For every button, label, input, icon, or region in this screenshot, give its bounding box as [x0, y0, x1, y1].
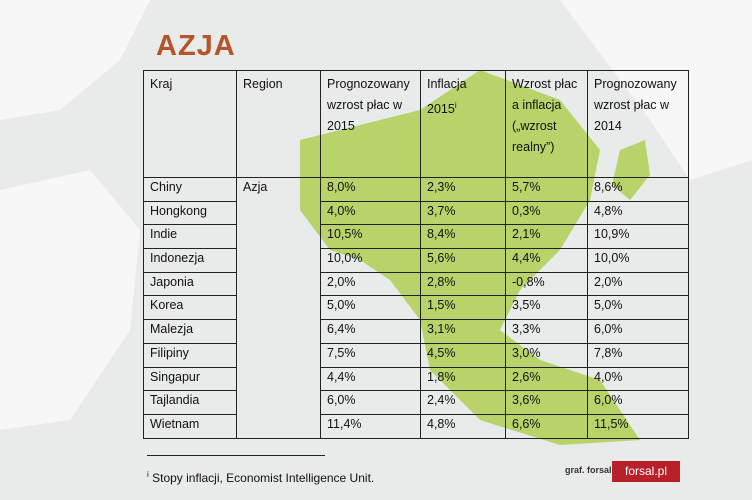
footnote-rule [147, 455, 325, 456]
region-cell: Azja [236, 177, 321, 439]
value-cell: 2,1% [505, 224, 588, 250]
country-cell: Indonezja [143, 248, 237, 273]
table-row: Chiny Azja 8,0% 2,3% 5,7% 8,6% [143, 177, 689, 439]
value-cell: 6,0% [587, 319, 689, 344]
table-row: Indie 10,5% 8,4% 2,1% 10,9% [143, 224, 689, 250]
country-cell: Japonia [143, 271, 237, 297]
credit: graf. forsal.pl [565, 465, 623, 475]
country-cell: Indie [143, 224, 237, 250]
table-row: Indonezja 10,0% 5,6% 4,4% 10,0% [143, 248, 689, 273]
land-shape [0, 0, 150, 120]
land-shape [0, 170, 140, 430]
value-cell: 10,0% [587, 248, 689, 273]
header-text: Kraj [150, 77, 173, 91]
header-cell: Inflacja 2015i [420, 70, 506, 178]
header-text: Prognozowany wzrost płac w 2014 [594, 77, 677, 133]
value-cell: 8,4% [420, 224, 506, 250]
value-cell: 5,0% [587, 295, 689, 321]
value-cell: 6,4% [320, 319, 421, 344]
value-cell: 3,7% [420, 200, 506, 226]
country-cell: Chiny [143, 177, 237, 202]
country-cell: Korea [143, 295, 237, 321]
country-cell: Tajlandia [143, 390, 237, 415]
value-cell: 6,6% [505, 413, 588, 439]
value-cell: 3,0% [505, 342, 588, 368]
table-row: Filipiny 7,5% 4,5% 3,0% 7,8% [143, 342, 689, 368]
value-cell: 10,0% [320, 248, 421, 273]
value-cell: 4,4% [505, 248, 588, 273]
value-cell: 8,0% [320, 177, 421, 202]
header-cell: Region [236, 70, 321, 178]
value-cell: 7,5% [320, 342, 421, 368]
value-cell: 4,0% [587, 366, 689, 392]
header-row: Kraj Region Prognozowany wzrost płac w 201… [143, 70, 689, 178]
header-cell: Prognozowany wzrost płac w 2014 [587, 70, 689, 178]
country-cell: Singapur [143, 366, 237, 392]
country-cell: Hongkong [143, 200, 237, 226]
value-cell: 2,8% [420, 271, 506, 297]
table-row: Wietnam 11,4% 4,8% 6,6% 11,5% [143, 413, 689, 439]
value-cell: 3,1% [420, 319, 506, 344]
value-cell: 4,0% [320, 200, 421, 226]
table-row: Japonia 2,0% 2,8% -0,8% 2,0% [143, 271, 689, 297]
footnote: i Stopy inflacji, Economist Intelligence… [147, 470, 374, 485]
value-cell: 8,6% [587, 177, 689, 202]
table-row: Hongkong 4,0% 3,7% 0,3% 4,8% [143, 200, 689, 226]
value-cell: 7,8% [587, 342, 689, 368]
value-cell: 3,3% [505, 319, 588, 344]
value-cell: 10,5% [320, 224, 421, 250]
header-cell: Kraj [143, 70, 237, 178]
table-row: Malezja 6,4% 3,1% 3,3% 6,0% [143, 319, 689, 344]
value-cell: 4,8% [420, 413, 506, 439]
table-row: Tajlandia 6,0% 2,4% 3,6% 6,0% [143, 390, 689, 415]
value-cell: 6,0% [320, 390, 421, 415]
value-cell: 2,0% [587, 271, 689, 297]
header-text: Inflacja 2015 [427, 77, 467, 117]
value-cell: 4,5% [420, 342, 506, 368]
header-cell: Wzrost płac a inflacja („wzrost realny”) [505, 70, 588, 178]
value-cell: 2,3% [420, 177, 506, 202]
data-table: Kraj Region Prognozowany wzrost płac w 201… [143, 70, 689, 439]
country-cell: Malezja [143, 319, 237, 344]
value-cell: 3,5% [505, 295, 588, 321]
value-cell: 2,4% [420, 390, 506, 415]
value-cell: 11,4% [320, 413, 421, 439]
header-text: Wzrost płac a inflacja („wzrost realny”) [512, 77, 578, 154]
value-cell: 2,6% [505, 366, 588, 392]
value-cell: 0,3% [505, 200, 588, 226]
value-cell: 4,8% [587, 200, 689, 226]
value-cell: 11,5% [587, 413, 689, 439]
header-sup: i [454, 101, 457, 110]
header-text: Prognozowany wzrost płac w 2015 [327, 77, 410, 133]
title: AZJA [156, 30, 236, 62]
header-cell: Prognozowany wzrost płac w 2015 [320, 70, 421, 178]
value-cell: 5,7% [505, 177, 588, 202]
footnote-text: Stopy inflacji, Economist Intelligence U… [152, 471, 375, 485]
value-cell: 3,6% [505, 390, 588, 415]
table-row: Korea 5,0% 1,5% 3,5% 5,0% [143, 295, 689, 321]
country-cell: Wietnam [143, 413, 237, 439]
header-text: Region [243, 77, 283, 91]
country-cell: Filipiny [143, 342, 237, 368]
value-cell: 1,8% [420, 366, 506, 392]
table-row: Singapur 4,4% 1,8% 2,6% 4,0% [143, 366, 689, 392]
value-cell: 4,4% [320, 366, 421, 392]
value-cell: 2,0% [320, 271, 421, 297]
value-cell: 10,9% [587, 224, 689, 250]
value-cell: 5,0% [320, 295, 421, 321]
footnote-marker: i [147, 470, 149, 479]
value-cell: 5,6% [420, 248, 506, 273]
value-cell: -0,8% [505, 271, 588, 297]
logo: forsal.pl [612, 461, 680, 482]
value-cell: 1,5% [420, 295, 506, 321]
value-cell: 6,0% [587, 390, 689, 415]
